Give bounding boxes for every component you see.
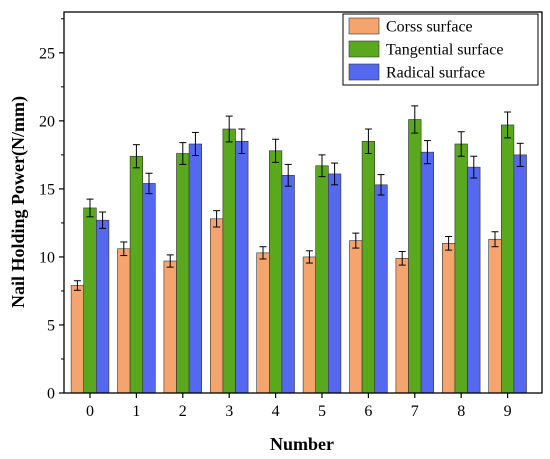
legend-label: Radical surface (386, 65, 485, 82)
legend-label: Corss surface (386, 19, 473, 36)
bar (467, 166, 481, 394)
error-bar (411, 105, 419, 134)
error-bar (120, 241, 128, 257)
bar (268, 150, 283, 394)
bar (210, 218, 224, 394)
plot-frame (63, 11, 543, 394)
y-tick-label: 25 (39, 45, 55, 62)
y-axis: 0 5 10 15 20 25 (39, 18, 64, 403)
bar (83, 207, 97, 394)
x-tick-label: 7 (411, 403, 419, 420)
error-bars-layer (73, 105, 524, 291)
x-tick-label: 6 (364, 403, 372, 420)
error-bar (238, 128, 246, 155)
error-bar (423, 140, 431, 165)
bar (142, 183, 156, 394)
y-tick-label: 15 (39, 181, 55, 198)
bar (315, 165, 329, 394)
bar (488, 238, 502, 394)
bar (420, 151, 435, 394)
legend-swatch (348, 17, 380, 35)
bar (256, 252, 270, 394)
error-bar (213, 210, 221, 228)
legend: Corss surface Tangential surface Radical s… (342, 13, 539, 86)
error-bar (491, 231, 499, 248)
legend-label: Tangential surface (386, 42, 503, 59)
x-axis: 0 1 2 3 4 5 6 7 8 9 (86, 393, 512, 420)
error-bar (504, 111, 512, 139)
bar (361, 140, 376, 394)
x-tick-label: 5 (318, 403, 326, 420)
error-bar (86, 198, 94, 218)
bar (408, 119, 422, 394)
y-tick-label: 5 (47, 317, 55, 334)
bar (374, 184, 388, 394)
error-bar (191, 131, 199, 157)
error-bar (445, 236, 453, 251)
bar (188, 143, 203, 394)
bar (117, 248, 131, 394)
x-tick-label: 1 (132, 403, 140, 420)
legend-swatch (348, 40, 380, 58)
error-bar (305, 250, 313, 264)
bar (513, 154, 527, 394)
x-axis-title: Number (270, 434, 334, 454)
error-bar (225, 115, 233, 143)
error-bar (272, 138, 280, 163)
bar (163, 260, 177, 394)
y-tick-label: 10 (39, 249, 55, 266)
bar (70, 285, 84, 394)
error-bar (145, 172, 153, 195)
bar (454, 143, 468, 394)
error-bar (284, 163, 292, 187)
x-tick-label: 2 (179, 403, 187, 420)
legend-swatch (348, 63, 380, 81)
x-tick-label: 0 (86, 403, 94, 420)
error-bar (166, 254, 174, 268)
error-bar (516, 142, 524, 167)
x-tick-label: 4 (272, 403, 280, 420)
error-bar (352, 232, 360, 249)
error-bar (457, 131, 465, 157)
bar (349, 240, 363, 394)
error-bar (377, 174, 385, 196)
error-bar (259, 246, 267, 260)
error-bar (132, 144, 140, 169)
bar (500, 124, 515, 394)
bar (176, 153, 190, 394)
error-bar (99, 211, 107, 229)
bar (235, 140, 249, 394)
bar (395, 257, 409, 394)
error-bar (364, 128, 372, 155)
bar (441, 243, 456, 394)
x-tick-label: 3 (225, 403, 233, 420)
error-bar (470, 155, 478, 179)
bar (96, 219, 110, 394)
x-tick-label: 9 (504, 403, 512, 420)
y-axis-title: Nail Holding Power(N/mm) (8, 96, 29, 308)
error-bar (331, 162, 339, 186)
error-bar (398, 250, 406, 266)
bar (129, 155, 144, 394)
bar (222, 128, 236, 394)
x-tick-label: 8 (457, 403, 465, 420)
error-bar (318, 154, 326, 178)
error-bar (179, 142, 187, 165)
bar (327, 173, 342, 394)
error-bar (73, 280, 81, 291)
bar (302, 256, 317, 394)
bar (281, 174, 295, 394)
y-tick-label: 0 (47, 386, 55, 403)
bars-layer (70, 119, 527, 394)
y-tick-label: 20 (39, 113, 55, 130)
